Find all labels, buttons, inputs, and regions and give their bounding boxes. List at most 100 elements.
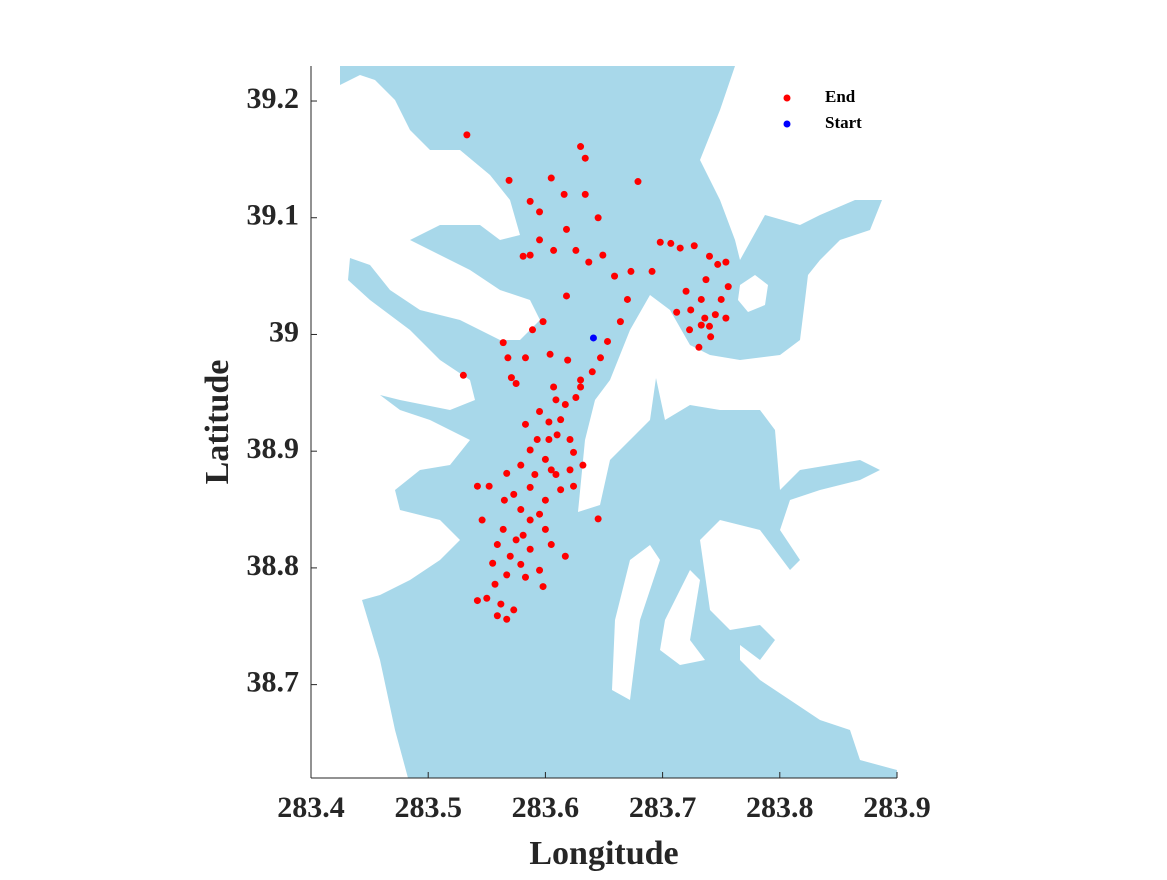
point [588, 368, 596, 376]
point [512, 379, 520, 387]
point [667, 239, 675, 247]
point [566, 466, 574, 474]
y-tick-label: 39.2 [247, 82, 300, 115]
point [489, 559, 497, 567]
point [560, 190, 568, 198]
point [579, 461, 587, 469]
point [557, 416, 565, 424]
point [686, 326, 694, 334]
x-tick-label: 283.4 [277, 791, 345, 824]
point [526, 251, 534, 259]
point [581, 190, 589, 198]
point [539, 318, 547, 326]
point [589, 334, 597, 342]
point [611, 272, 619, 280]
point [547, 541, 555, 549]
point [705, 252, 713, 260]
point [541, 525, 549, 533]
point [533, 436, 541, 444]
point [505, 176, 513, 184]
point [536, 236, 544, 244]
point [503, 615, 511, 623]
point [604, 337, 612, 345]
point [581, 154, 589, 162]
point [705, 322, 713, 330]
point [547, 466, 555, 474]
point [577, 143, 585, 151]
point [682, 287, 690, 295]
point [510, 490, 518, 498]
point [493, 541, 501, 549]
legend-label: End [825, 87, 856, 106]
point [724, 283, 732, 291]
legend: End Start [783, 87, 862, 132]
y-tick-label: 39.1 [247, 199, 300, 232]
point [531, 471, 539, 479]
point [572, 393, 580, 401]
land [612, 545, 660, 700]
point [499, 525, 507, 533]
map [340, 66, 897, 778]
point [570, 482, 578, 490]
legend-marker [783, 120, 791, 128]
point [577, 376, 585, 384]
point [577, 383, 585, 391]
point [552, 396, 560, 404]
point [561, 552, 569, 560]
point [695, 343, 703, 351]
point [594, 515, 602, 523]
point [517, 506, 525, 514]
legend-marker [783, 94, 791, 102]
point [507, 374, 515, 382]
point [521, 573, 529, 581]
point [536, 407, 544, 415]
point [517, 560, 525, 568]
point [546, 350, 554, 358]
point [473, 482, 481, 490]
point [585, 258, 593, 266]
point [648, 267, 656, 275]
point [504, 354, 512, 362]
point [506, 552, 514, 560]
point [493, 612, 501, 620]
point [539, 583, 547, 591]
point [714, 260, 722, 268]
point [521, 354, 529, 362]
point [687, 306, 695, 314]
point [627, 267, 635, 275]
point [521, 420, 529, 428]
point [512, 536, 520, 544]
point [566, 436, 574, 444]
point [485, 482, 493, 490]
point [541, 496, 549, 504]
point [570, 448, 578, 456]
point [634, 178, 642, 186]
point [702, 276, 710, 284]
point [545, 436, 553, 444]
point [517, 461, 525, 469]
x-tick-label: 283.9 [863, 791, 931, 824]
point [519, 531, 527, 539]
point [594, 214, 602, 222]
x-tick-label: 283.8 [746, 791, 814, 824]
point [510, 606, 518, 614]
x-axis-label: Longitude [529, 835, 678, 872]
point [616, 318, 624, 326]
point [500, 496, 508, 504]
point [701, 314, 709, 322]
x-tick-label: 283.6 [512, 791, 580, 824]
point [596, 354, 604, 362]
point [526, 197, 534, 205]
point [473, 597, 481, 605]
point [722, 314, 730, 322]
point [564, 356, 572, 364]
point [459, 371, 467, 379]
land [738, 275, 768, 312]
point [463, 131, 471, 139]
point [529, 326, 537, 334]
point [562, 292, 570, 300]
point [557, 486, 565, 494]
point [550, 383, 558, 391]
point [483, 594, 491, 602]
point [526, 483, 534, 491]
